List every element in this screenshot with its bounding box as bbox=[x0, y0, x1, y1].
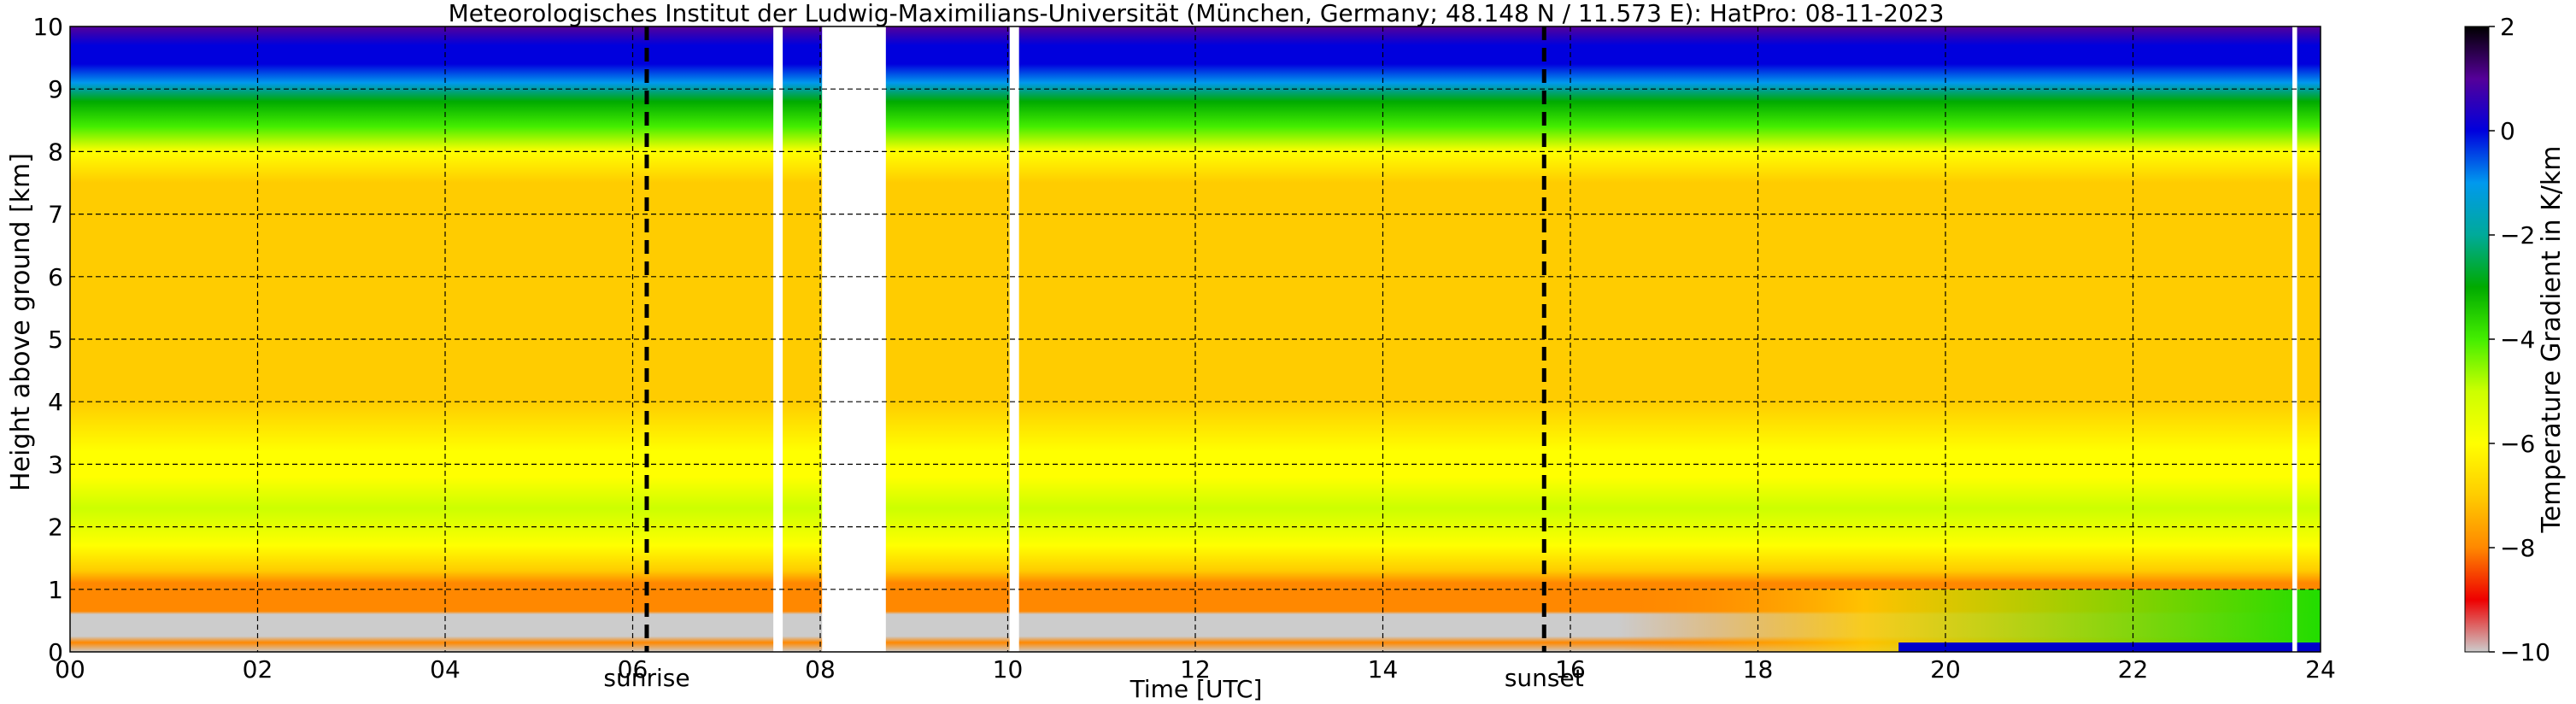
y-tick-label: 7 bbox=[48, 201, 63, 229]
colorbar-tick-label: 0 bbox=[2500, 117, 2515, 145]
sunset-label: sunset bbox=[1505, 664, 1584, 692]
colorbar-scale bbox=[2464, 26, 2490, 653]
plot-area bbox=[69, 26, 2321, 653]
chart-title: Meteorologisches Institut der Ludwig-Max… bbox=[449, 0, 1945, 27]
x-tick-label: 22 bbox=[2118, 655, 2149, 683]
x-tick-label: 00 bbox=[55, 655, 85, 683]
colorbar-ticks: −10 −8 −6 −4 −2 0 2 bbox=[2489, 13, 2550, 666]
y-tick-label: 9 bbox=[48, 75, 63, 103]
missing-data-gap bbox=[773, 26, 783, 652]
colorbar-tick-label: −8 bbox=[2500, 534, 2535, 562]
y-axis-ticks: 0 1 2 3 4 5 6 7 8 9 10 bbox=[32, 13, 63, 666]
y-tick-label: 2 bbox=[48, 513, 63, 542]
x-axis-label: Time [UTC] bbox=[1130, 675, 1263, 703]
y-axis-label: Height above ground [km] bbox=[6, 153, 36, 491]
y-tick-label: 5 bbox=[48, 326, 63, 354]
sun-event-lines bbox=[644, 26, 1546, 652]
colorbar-tick-label: −4 bbox=[2500, 326, 2535, 354]
x-tick-label: 18 bbox=[1743, 655, 1774, 683]
x-tick-label: 20 bbox=[1930, 655, 1961, 683]
colorbar-tick-label: −6 bbox=[2500, 430, 2535, 458]
y-tick-label: 1 bbox=[48, 576, 63, 604]
plot-frame bbox=[69, 26, 2321, 653]
surface-inversion-layer bbox=[1898, 642, 2321, 652]
y-tick-label: 0 bbox=[48, 638, 63, 666]
y-tick-label: 8 bbox=[48, 138, 63, 166]
x-tick-label: 02 bbox=[243, 655, 273, 683]
sunrise-label: sunrise bbox=[603, 664, 689, 692]
colorbar-label: Temperature Gradient in K/km bbox=[2537, 146, 2567, 534]
x-tick-label: 04 bbox=[430, 655, 461, 683]
x-axis-ticks: 00 02 04 06 08 10 12 14 16 18 20 22 24 bbox=[55, 655, 2336, 683]
heatmap-late-surface-layer bbox=[1617, 589, 2321, 652]
colorbar-tick-label: −2 bbox=[2500, 221, 2535, 249]
colorbar-tick-label: 2 bbox=[2500, 13, 2515, 41]
colorbar-tick-label: −10 bbox=[2500, 638, 2550, 666]
x-tick-label: 24 bbox=[2305, 655, 2336, 683]
y-tick-label: 6 bbox=[48, 263, 63, 291]
annotations: sunrise sunset bbox=[603, 664, 1583, 692]
x-tick-label: 16 bbox=[1555, 655, 1586, 683]
x-tick-label: 10 bbox=[993, 655, 1024, 683]
y-tick-label: 3 bbox=[48, 450, 63, 478]
colorbar: −10 −8 −6 −4 −2 0 2 Temperature Gradient in K/… bbox=[2464, 13, 2567, 666]
x-tick-label: 14 bbox=[1368, 655, 1399, 683]
grid-lines bbox=[70, 26, 2321, 652]
y-tick-label: 10 bbox=[32, 13, 63, 41]
late-surface-layer bbox=[1617, 589, 2321, 652]
x-tick-label: 06 bbox=[618, 655, 648, 683]
x-tick-label: 12 bbox=[1180, 655, 1211, 683]
x-tick-label: 08 bbox=[805, 655, 836, 683]
y-tick-label: 4 bbox=[48, 388, 63, 416]
